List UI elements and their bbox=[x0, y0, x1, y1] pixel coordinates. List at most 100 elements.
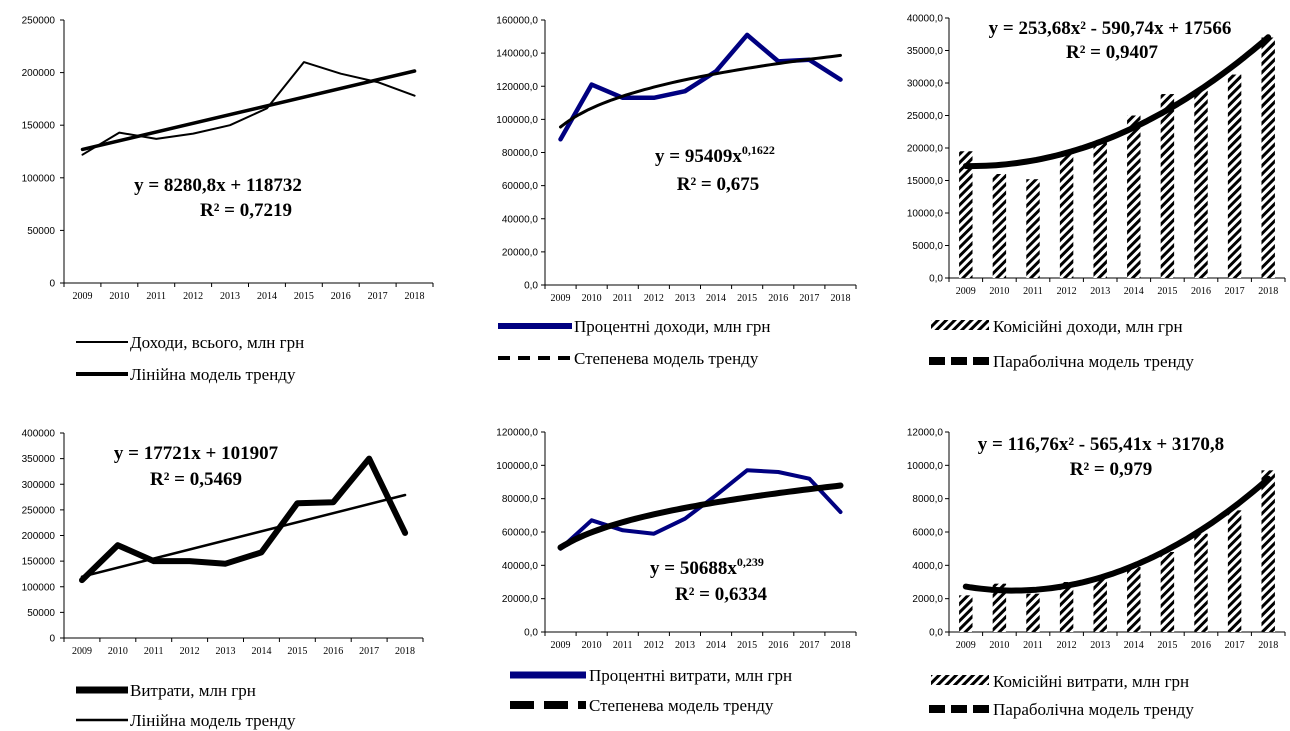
y-tick-label: 20000,0 bbox=[502, 247, 539, 258]
x-tick-label: 2013 bbox=[675, 293, 695, 304]
x-tick-label: 2016 bbox=[768, 293, 788, 304]
bar bbox=[1026, 593, 1040, 632]
y-tick-label: 0,0 bbox=[929, 628, 943, 639]
x-tick-label: 2018 bbox=[405, 291, 425, 302]
bar bbox=[992, 174, 1007, 278]
x-tick-label: 2013 bbox=[1090, 640, 1110, 651]
chart-2-legend-series-2: Степенева модель тренду bbox=[574, 349, 759, 368]
y-tick-label: 20000,0 bbox=[502, 594, 539, 605]
bar bbox=[959, 595, 973, 632]
x-tick-label: 2015 bbox=[1157, 640, 1177, 651]
y-tick-label: 50000 bbox=[27, 608, 55, 619]
x-tick-label: 2010 bbox=[989, 286, 1009, 297]
y-tick-label: 250000 bbox=[22, 505, 56, 516]
x-tick-label: 2014 bbox=[251, 646, 271, 657]
x-tick-label: 2011 bbox=[146, 291, 166, 302]
legend-hatch-commission-expenses-icon bbox=[931, 675, 989, 685]
chart-2-equation-main: y = 95409x bbox=[655, 146, 742, 167]
chart-6-legend: Комісійні витрати, млн грн Параболічна м… bbox=[929, 672, 1194, 719]
bar bbox=[992, 583, 1007, 632]
x-tick-label: 2017 bbox=[1225, 286, 1245, 297]
y-tick-label: 4000,0 bbox=[912, 561, 943, 572]
chart-6-legend-series-2: Параболічна модель тренду bbox=[993, 700, 1194, 719]
trend-line bbox=[80, 493, 407, 578]
x-tick-label: 2016 bbox=[323, 646, 343, 657]
chart-1-legend-series-2: Лінійна модель тренду bbox=[130, 365, 296, 384]
chart-1-legend: Доходи, всього, млн грн Лінійна модель т… bbox=[76, 333, 304, 384]
chart-6-legend-series-1: Комісійні витрати, млн грн bbox=[993, 672, 1189, 691]
x-tick-label: 2016 bbox=[768, 640, 788, 651]
y-tick-label: 35000,0 bbox=[907, 46, 944, 57]
y-tick-label: 50000 bbox=[27, 226, 55, 237]
plot-area bbox=[79, 455, 409, 584]
chart-4-equation: y = 17721x + 101907 bbox=[114, 443, 279, 464]
x-tick-label: 2010 bbox=[989, 640, 1009, 651]
chart-4-marks: 0 50000 100000 150000 200000 250000 300000 3500… bbox=[22, 429, 424, 657]
x-tick-label: 2009 bbox=[72, 646, 92, 657]
x-tick-label: 2017 bbox=[368, 291, 388, 302]
y-tick-label: 15000,0 bbox=[907, 176, 944, 187]
chart-5-r-squared: R² = 0,6334 bbox=[675, 584, 767, 605]
x-tick-label: 2011 bbox=[1023, 286, 1043, 297]
x-tick-label: 2012 bbox=[180, 646, 200, 657]
chart-4-legend-series-2: Лінійна модель тренду bbox=[130, 711, 296, 730]
series-line bbox=[81, 61, 416, 156]
x-tick-label: 2018 bbox=[830, 293, 850, 304]
y-tick-label: 10000,0 bbox=[907, 461, 944, 472]
x-tick-label: 2010 bbox=[582, 640, 602, 651]
y-tick-label: 0,0 bbox=[929, 274, 943, 285]
chart-5-legend-series-2: Степенева модель тренду bbox=[589, 696, 774, 715]
chart-5-equation-exponent: 0,239 bbox=[737, 555, 764, 569]
trend-line bbox=[962, 34, 1272, 170]
chart-4-legend-series-1: Витрати, млн грн bbox=[130, 681, 256, 700]
y-tick-label: 40000,0 bbox=[502, 561, 539, 572]
chart-4-r-squared: R² = 0,5469 bbox=[150, 469, 242, 490]
chart-3-legend-series-1: Комісійні доходи, млн грн bbox=[993, 317, 1183, 336]
y-tick-label: 5000,0 bbox=[912, 241, 943, 252]
x-tick-label: 2014 bbox=[1124, 640, 1144, 651]
y-tick-label: 40000,0 bbox=[907, 14, 944, 25]
x-tick-label: 2014 bbox=[257, 291, 277, 302]
chart-5-marks: 0,0 20000,0 40000,0 60000,0 80000,0 100000,0 1… bbox=[496, 428, 857, 651]
x-tick-label: 2016 bbox=[1191, 640, 1211, 651]
y-tick-label: 0 bbox=[49, 279, 55, 290]
y-tick-label: 2000,0 bbox=[912, 594, 943, 605]
y-tick-label: 80000,0 bbox=[502, 494, 539, 505]
x-tick-label: 2010 bbox=[582, 293, 602, 304]
chart-1-legend-series-1: Доходи, всього, млн грн bbox=[130, 333, 304, 352]
y-tick-label: 140000,0 bbox=[496, 49, 538, 60]
y-tick-label: 20000,0 bbox=[907, 144, 944, 155]
plot-area bbox=[557, 468, 844, 551]
chart-2-equation: y = 95409x0,1622 bbox=[655, 143, 775, 167]
x-tick-label: 2009 bbox=[956, 286, 976, 297]
x-tick-label: 2018 bbox=[830, 640, 850, 651]
chart-commission-income: 0,0 5000,0 10000,0 15000,0 20000,0 25000,0 300… bbox=[907, 14, 1286, 371]
x-tick-label: 2018 bbox=[395, 646, 415, 657]
y-tick-label: 6000,0 bbox=[912, 528, 943, 539]
y-tick-label: 100000,0 bbox=[496, 461, 538, 472]
x-tick-label: 2015 bbox=[294, 291, 314, 302]
x-tick-label: 2012 bbox=[1057, 640, 1077, 651]
legend-hatch-commission-icon bbox=[931, 320, 989, 330]
bar bbox=[1059, 582, 1074, 632]
x-tick-label: 2013 bbox=[675, 640, 695, 651]
bar bbox=[1194, 90, 1208, 278]
trend-line bbox=[557, 482, 844, 551]
y-tick-label: 300000 bbox=[22, 480, 56, 491]
chart-6-equation: y = 116,76x² - 565,41x + 3170,8 bbox=[978, 434, 1224, 455]
x-tick-label: 2013 bbox=[216, 646, 236, 657]
y-tick-label: 0 bbox=[49, 634, 55, 645]
chart-6-marks: 0,0 2000,0 4000,0 6000,0 8000,0 10000,0 12000,… bbox=[907, 428, 1286, 651]
x-tick-label: 2009 bbox=[551, 640, 571, 651]
y-tick-label: 12000,0 bbox=[907, 428, 944, 439]
chart-4-legend: Витрати, млн грн Лінійна модель тренду bbox=[76, 681, 296, 730]
series-line bbox=[558, 32, 843, 142]
bar bbox=[1026, 179, 1040, 278]
chart-1-equation: y = 8280,8x + 118732 bbox=[134, 175, 302, 196]
chart-commission-expenses: 0,0 2000,0 4000,0 6000,0 8000,0 10000,0 12000,… bbox=[907, 428, 1286, 719]
bar bbox=[1261, 37, 1275, 278]
y-tick-label: 25000,0 bbox=[907, 111, 944, 122]
x-tick-label: 2011 bbox=[613, 293, 633, 304]
trend-line bbox=[962, 475, 1272, 594]
